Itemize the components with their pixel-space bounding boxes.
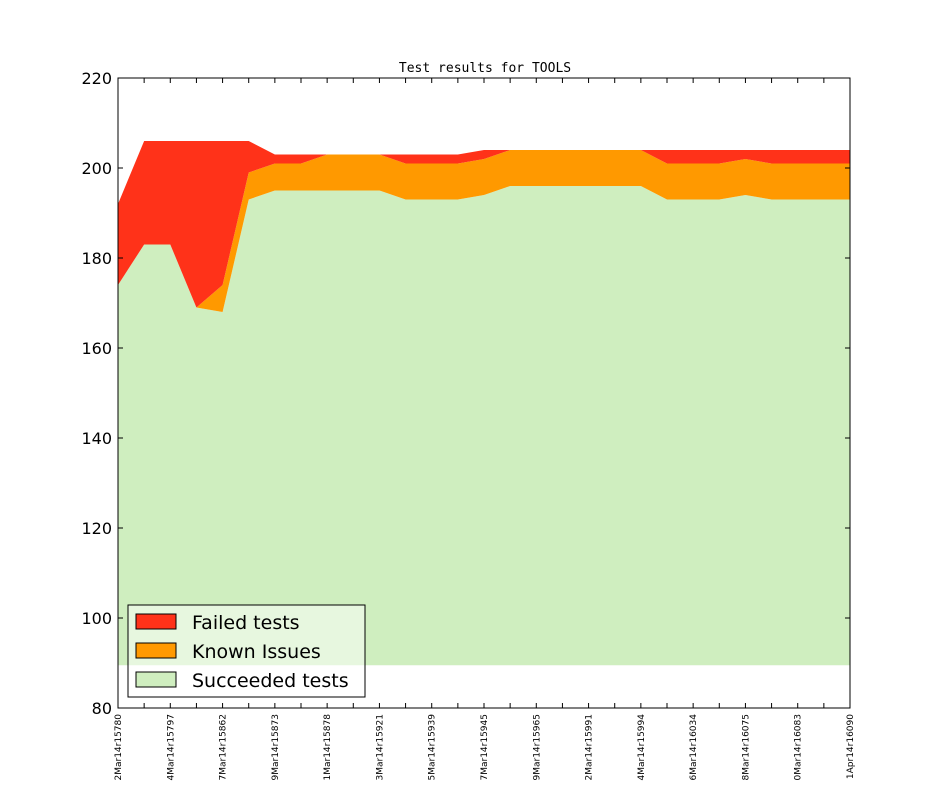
legend-swatch xyxy=(135,671,177,688)
x-tick-label: 9Mar14r15873 xyxy=(271,714,281,781)
y-tick-label: 140 xyxy=(81,429,112,448)
x-tick-label: 2Mar14r15991 xyxy=(585,714,595,781)
y-tick-label: 180 xyxy=(81,249,112,268)
y-axis: 80 100 120 140 160 180 200 220 xyxy=(81,69,850,718)
y-tick-label: 120 xyxy=(81,519,112,538)
area-series-failed-tests xyxy=(118,141,850,308)
x-tick-label: 6Mar14r16034 xyxy=(689,714,699,781)
legend-label: Succeeded tests xyxy=(192,670,349,692)
legend-label: Known Issues xyxy=(192,641,321,663)
area-series-succeeded-tests xyxy=(118,186,850,666)
x-tick-label: 5Mar14r15939 xyxy=(428,714,438,781)
x-tick-label: 4Mar14r15797 xyxy=(166,714,176,781)
x-tick-label: 0Mar14r16083 xyxy=(794,714,804,781)
y-tick-label: 200 xyxy=(81,159,112,178)
y-tick-label: 220 xyxy=(81,69,112,88)
area-series-known-issues xyxy=(118,150,850,312)
x-tick-label: 3Mar14r15921 xyxy=(375,714,385,781)
x-tick-label: 1Apr14r16090 xyxy=(846,714,856,779)
y-tick-label: 160 xyxy=(81,339,112,358)
y-tick-label: 100 xyxy=(81,609,112,628)
legend-swatch xyxy=(135,613,177,630)
legend-label: Failed tests xyxy=(192,612,300,634)
chart-title: Test results for TOOLS xyxy=(399,61,571,76)
legend-swatch xyxy=(135,642,177,659)
x-tick-label: 9Mar14r15965 xyxy=(532,714,542,781)
chart-areas xyxy=(118,141,850,666)
x-tick-label: 4Mar14r15994 xyxy=(637,714,647,781)
legend: Failed tests Known Issues Succeeded tests xyxy=(127,604,366,698)
x-axis: 2Mar14r15780 4Mar14r15797 7Mar14r15862 9Mar… xyxy=(114,78,856,781)
x-tick-label: 7Mar14r15945 xyxy=(480,714,490,781)
y-tick-label: 80 xyxy=(92,699,112,718)
x-tick-label: 2Mar14r15780 xyxy=(114,714,124,781)
x-tick-label: 8Mar14r16075 xyxy=(741,714,751,781)
x-tick-label: 1Mar14r15878 xyxy=(323,714,333,781)
x-tick-label: 7Mar14r15862 xyxy=(219,714,229,781)
